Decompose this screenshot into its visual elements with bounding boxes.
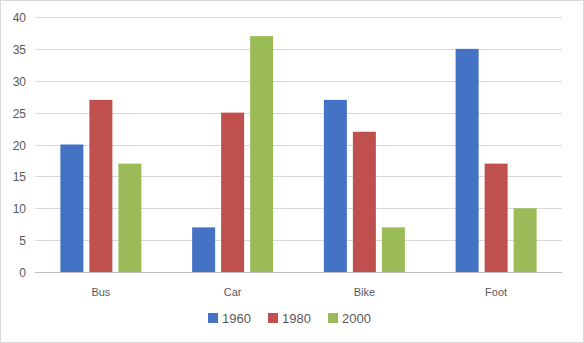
legend-swatch [208, 313, 218, 323]
y-tick-label: 40 [13, 11, 27, 25]
bar [485, 164, 508, 272]
y-tick-label: 25 [13, 107, 27, 121]
page: {"chart_data": {"type": "bar", "categori… [0, 0, 584, 343]
grid-line [35, 113, 562, 114]
chart: 0 5 10 15 20 25 30 35 40 Bus Car Bike Foot 1960 1980 20… [0, 0, 584, 343]
grid-line [35, 176, 562, 177]
y-tick-label: 20 [13, 139, 27, 153]
bar [514, 208, 537, 272]
grid-line [35, 272, 562, 273]
bar [382, 227, 405, 272]
grid-line [35, 49, 562, 50]
bar [353, 132, 376, 272]
x-tick-label: Foot [485, 286, 507, 298]
grid-line [35, 145, 562, 146]
x-tick-label: Car [224, 286, 242, 298]
legend-label: 1960 [222, 311, 251, 326]
grid-line [35, 240, 562, 241]
grid-line [35, 81, 562, 82]
grid-line [35, 208, 562, 209]
y-tick-label: 0 [19, 266, 26, 280]
bar [192, 227, 215, 272]
bar [89, 100, 112, 272]
bar [60, 145, 83, 273]
y-tick-label: 5 [19, 234, 26, 248]
x-tick-label: Bus [91, 286, 110, 298]
y-tick-label: 15 [13, 170, 27, 184]
y-tick-label: 10 [13, 202, 27, 216]
bar [118, 164, 141, 272]
bar [324, 100, 347, 272]
legend: 1960 1980 2000 [208, 311, 371, 326]
grid-line [35, 17, 562, 18]
bar [250, 36, 273, 272]
legend-swatch [268, 313, 278, 323]
legend-label: 2000 [342, 311, 371, 326]
legend-swatch [328, 313, 338, 323]
y-tick-label: 30 [13, 75, 27, 89]
bars [60, 36, 536, 272]
bar [221, 113, 244, 272]
chart-frame [1, 1, 584, 343]
y-tick-label: 35 [13, 43, 27, 57]
x-axis-line [35, 272, 562, 273]
legend-label: 1980 [282, 311, 311, 326]
x-tick-label: Bike [354, 286, 375, 298]
bar [456, 49, 479, 272]
